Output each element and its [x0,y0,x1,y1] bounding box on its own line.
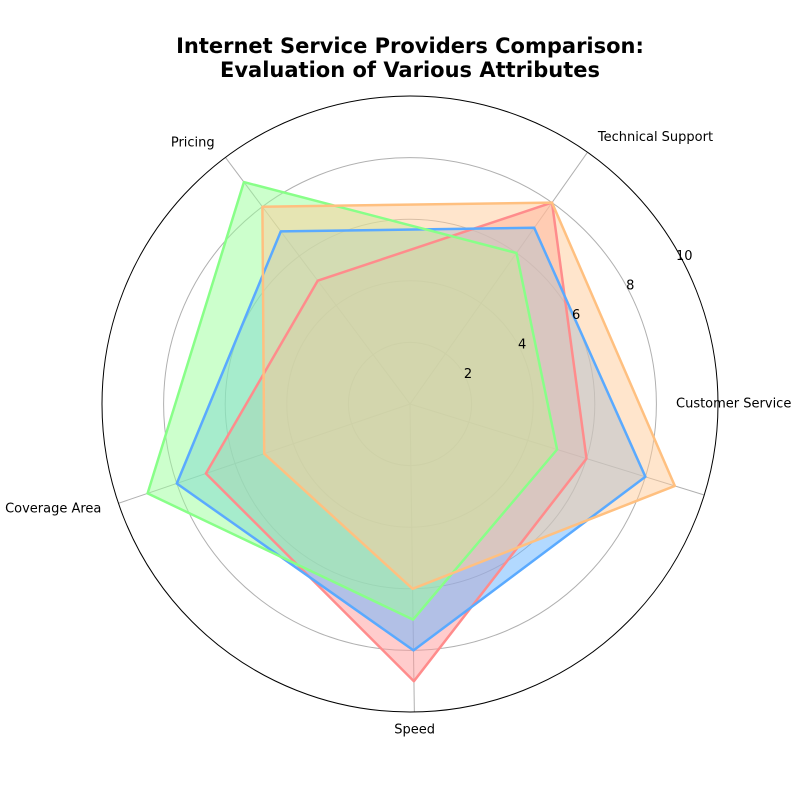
chart-title-line-2: Evaluation of Various Attributes [220,58,600,82]
category-label: Coverage Area [5,502,101,517]
series-4-area [262,202,675,589]
category-label: Technical Support [597,130,713,145]
radial-tick-label: 2 [464,367,472,382]
radial-tick-label: 8 [626,278,634,293]
series-3-line [146,180,559,621]
series-4-line [261,201,677,591]
chart-title: Internet Service Providers Comparison: E… [0,34,800,82]
category-label: Customer Service [676,397,791,412]
category-label: Speed [394,722,435,737]
series-1-line [204,201,588,683]
polar-frame [101,95,719,713]
radial-tick-label: 6 [572,308,580,323]
category-label: Pricing [171,135,215,150]
radial-tick-label: 4 [518,337,526,352]
chart-title-line-1: Internet Service Providers Comparison: [176,34,644,58]
radial-tick-label: 10 [676,249,693,264]
series-2-line [175,226,647,652]
